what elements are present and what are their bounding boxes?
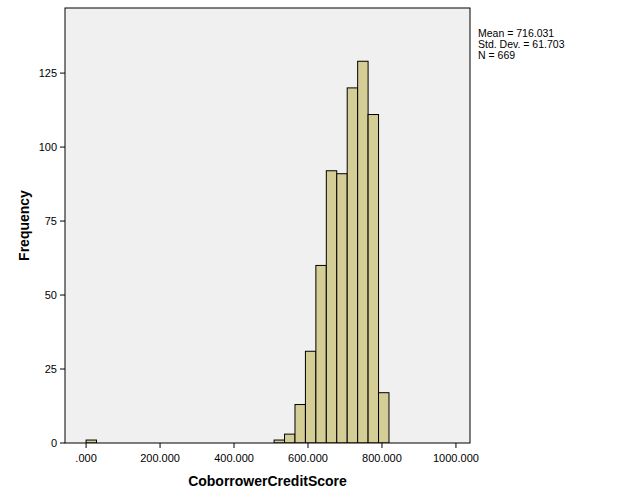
bar (379, 393, 389, 443)
x-tick (160, 443, 161, 448)
x-tick-label: 1000.000 (433, 452, 479, 464)
statistic: N = 669 (478, 49, 515, 61)
x-tick (308, 443, 309, 448)
y-tick (60, 73, 65, 74)
y-tick-label: 125 (39, 67, 57, 79)
y-tick (60, 443, 65, 444)
bar (347, 88, 357, 443)
bar (305, 351, 315, 443)
bar (337, 174, 347, 443)
y-tick-label: 0 (51, 437, 57, 449)
x-tick-label: 200.000 (140, 452, 180, 464)
y-axis-title: Frequency (16, 190, 32, 261)
chart: 0 25 50 75 100 125 .000 200.000 400.000 600.000 80… (0, 0, 629, 504)
bar (358, 61, 368, 443)
y-tick-label: 75 (45, 215, 57, 227)
bars (86, 61, 389, 443)
bar (326, 171, 336, 443)
x-tick (455, 443, 456, 448)
x-tick (86, 443, 87, 448)
y-tick (60, 369, 65, 370)
bar (295, 405, 305, 443)
x-tick-label: 400.000 (214, 452, 254, 464)
y-tick (60, 295, 65, 296)
x-axis-title: CoborrowerCreditScore (188, 473, 347, 489)
y-tick (60, 147, 65, 148)
y-tick (60, 221, 65, 222)
plot-frame (65, 8, 470, 443)
plot-background (65, 8, 470, 443)
y-tick-label: 25 (45, 363, 57, 375)
x-tick-label: 600.000 (288, 452, 328, 464)
x-tick (381, 443, 382, 448)
x-tick-label: 800.000 (362, 452, 402, 464)
y-tick-label: 50 (45, 289, 57, 301)
x-tick-label: .000 (75, 452, 96, 464)
x-tick (234, 443, 235, 448)
bar (368, 115, 378, 443)
y-tick-label: 100 (39, 141, 57, 153)
bar (316, 265, 326, 443)
bar (285, 434, 295, 443)
